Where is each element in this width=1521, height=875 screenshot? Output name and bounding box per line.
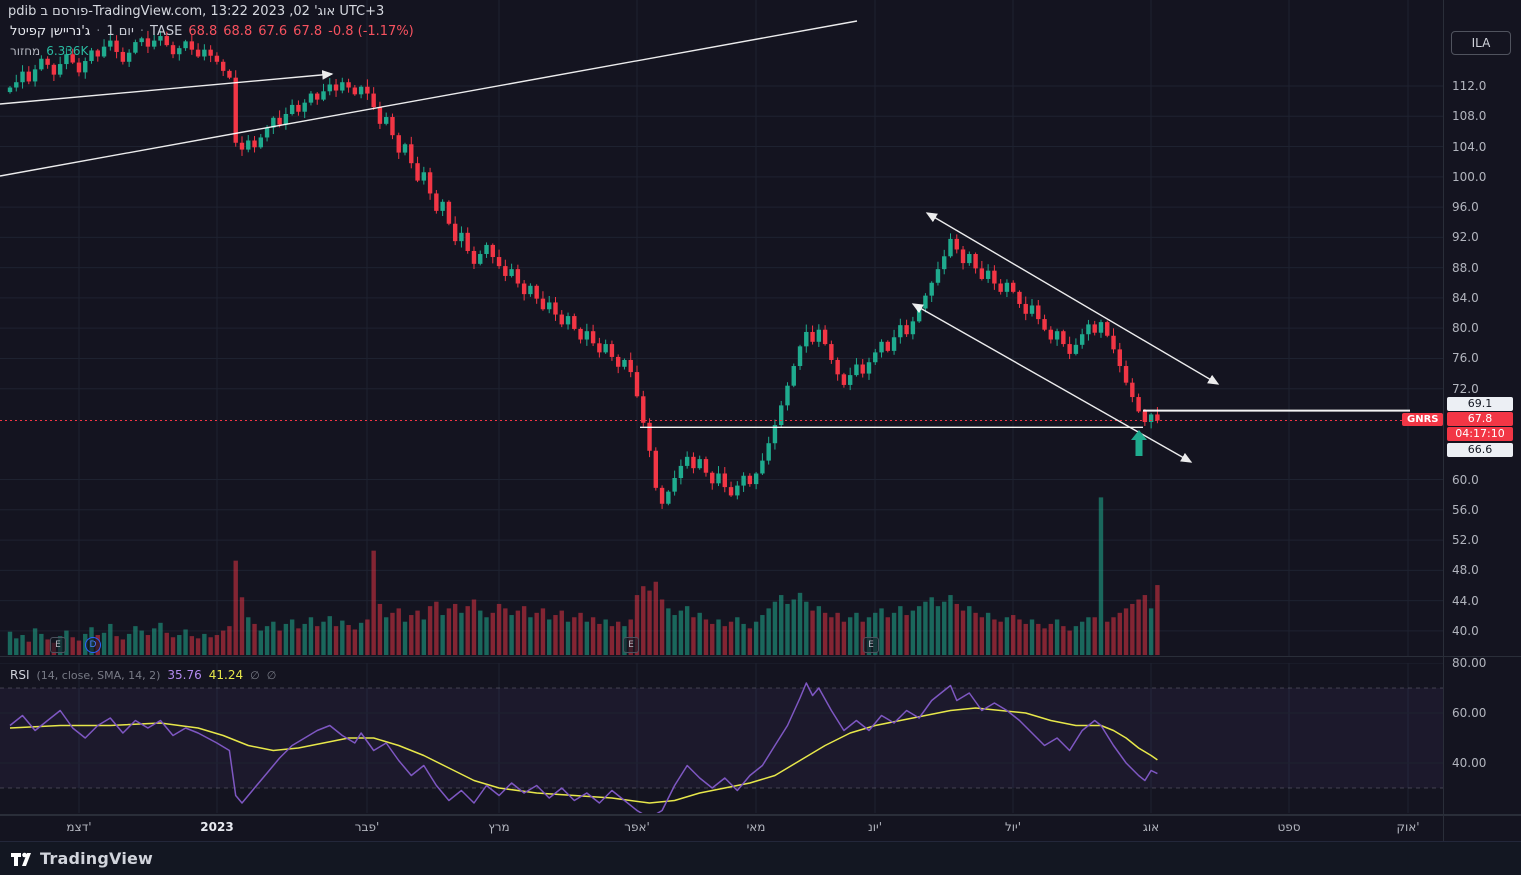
price-tick-label: 60.0 xyxy=(1452,472,1479,487)
time-axis-label[interactable]: אוג xyxy=(1142,820,1160,834)
pane-separator[interactable] xyxy=(0,656,1521,657)
price-tick-label: 88.0 xyxy=(1452,260,1479,275)
low-value: 67.6 xyxy=(258,24,288,39)
dividend-marker[interactable]: D xyxy=(85,637,101,653)
symbol-legend: ג'נריישן קפיטל · 1 יום · TASE 68.8 68.8 … xyxy=(10,24,414,39)
pane-separator[interactable] xyxy=(0,814,1521,815)
indicator-action-icon[interactable]: ∅ xyxy=(250,668,260,682)
hline-lower-price-label: 66.6 xyxy=(1447,443,1513,457)
price-tick-label: 48.0 xyxy=(1452,563,1479,578)
price-tick-label: 80.0 xyxy=(1452,321,1479,336)
bar-countdown-label: 04:17:10 xyxy=(1447,427,1513,441)
symbol-name[interactable]: ג'נריישן קפיטל xyxy=(10,24,91,39)
rsi-tick-label: 40.00 xyxy=(1452,756,1487,770)
rsi-legend: RSI (14, close, SMA, 14, 2) 35.76 41.24 … xyxy=(10,668,276,682)
interval-label[interactable]: 1 יום xyxy=(106,24,134,39)
hline-upper-price-label: 69.1 xyxy=(1447,397,1513,411)
time-axis-label[interactable]: 2023 xyxy=(200,820,234,834)
rsi-pane[interactable]: RSI (14, close, SMA, 14, 2) 35.76 41.24 … xyxy=(0,663,1443,813)
rsi-ma-value: 41.24 xyxy=(208,668,244,682)
publish-attribution: pdib פורסם ב-TradingView.com, 13:22 אוג'… xyxy=(8,4,385,19)
indicator-action-icon[interactable]: ∅ xyxy=(266,668,277,682)
volume-value: 6.336K xyxy=(46,44,89,58)
last-price-label: 67.8 xyxy=(1447,412,1513,426)
close-value: 67.8 xyxy=(293,24,323,39)
time-axis-label[interactable]: יול' xyxy=(1004,820,1022,834)
price-axis[interactable]: ILA 112.0 108.0 104.0 100.0 96.0 92.0 88.0 84.0… xyxy=(1443,0,1521,841)
time-axis-label[interactable]: פבר' xyxy=(354,820,380,834)
time-axis-label[interactable]: מרץ xyxy=(488,820,510,834)
price-tick-label: 52.0 xyxy=(1452,533,1479,548)
volume-label: מחזור xyxy=(10,44,41,58)
price-tick-label: 40.0 xyxy=(1452,623,1479,638)
earnings-marker[interactable]: E xyxy=(50,637,66,653)
price-tick-label: 56.0 xyxy=(1452,502,1479,517)
price-tick-label: 92.0 xyxy=(1452,230,1479,245)
price-tick-label: 44.0 xyxy=(1452,593,1479,608)
earnings-marker[interactable]: E xyxy=(623,637,639,653)
price-tick-label: 76.0 xyxy=(1452,351,1479,366)
time-axis-label[interactable]: אפר' xyxy=(624,820,650,834)
legend-separator: · xyxy=(139,24,145,39)
rsi-tick-label: 80.00 xyxy=(1452,656,1487,670)
price-tick-label: 84.0 xyxy=(1452,290,1479,305)
price-tick-label: 108.0 xyxy=(1452,109,1487,124)
candlestick-chart[interactable] xyxy=(0,0,1443,657)
time-axis-label[interactable]: אוק' xyxy=(1396,820,1420,834)
rsi-title[interactable]: RSI xyxy=(10,668,30,682)
earnings-marker[interactable]: E xyxy=(863,637,879,653)
legend-separator: · xyxy=(96,24,101,39)
exchange-label: TASE xyxy=(150,24,183,39)
price-tick-label: 100.0 xyxy=(1452,169,1487,184)
time-axis-label[interactable]: יונ' xyxy=(867,820,883,834)
open-value: 68.8 xyxy=(188,24,218,39)
price-tick-label: 104.0 xyxy=(1452,139,1487,154)
time-axis-label[interactable]: מאי xyxy=(746,820,766,834)
tradingview-logo-icon[interactable] xyxy=(10,848,32,870)
time-axis-label[interactable]: דצמ' xyxy=(66,820,92,834)
time-axis[interactable]: דצמ' 2023 פבר' מרץ אפר' מאי יונ' יול' אוג ספט אוק' xyxy=(0,815,1521,842)
price-tick-label: 72.0 xyxy=(1452,381,1479,396)
rsi-params: (14, close, SMA, 14, 2) xyxy=(36,668,161,682)
price-pane[interactable]: ג'נריישן קפיטל · 1 יום · TASE 68.8 68.8 … xyxy=(0,0,1444,657)
price-tick-label: 96.0 xyxy=(1452,200,1479,215)
price-tick-label: 112.0 xyxy=(1452,79,1487,93)
currency-toggle-button[interactable]: ILA xyxy=(1451,31,1511,55)
symbol-price-tag: GNRS xyxy=(1402,413,1444,426)
high-value: 68.8 xyxy=(223,24,253,39)
rsi-tick-label: 60.00 xyxy=(1452,706,1487,720)
time-axis-label[interactable]: ספט xyxy=(1277,820,1301,834)
volume-legend: מחזור 6.336K xyxy=(10,44,88,58)
rsi-value: 35.76 xyxy=(167,668,202,682)
change-value: -0.8 (-1.17%) xyxy=(328,24,414,39)
footer: TradingView xyxy=(0,841,1521,875)
rsi-chart[interactable] xyxy=(0,663,1443,813)
tradingview-wordmark[interactable]: TradingView xyxy=(40,849,154,868)
